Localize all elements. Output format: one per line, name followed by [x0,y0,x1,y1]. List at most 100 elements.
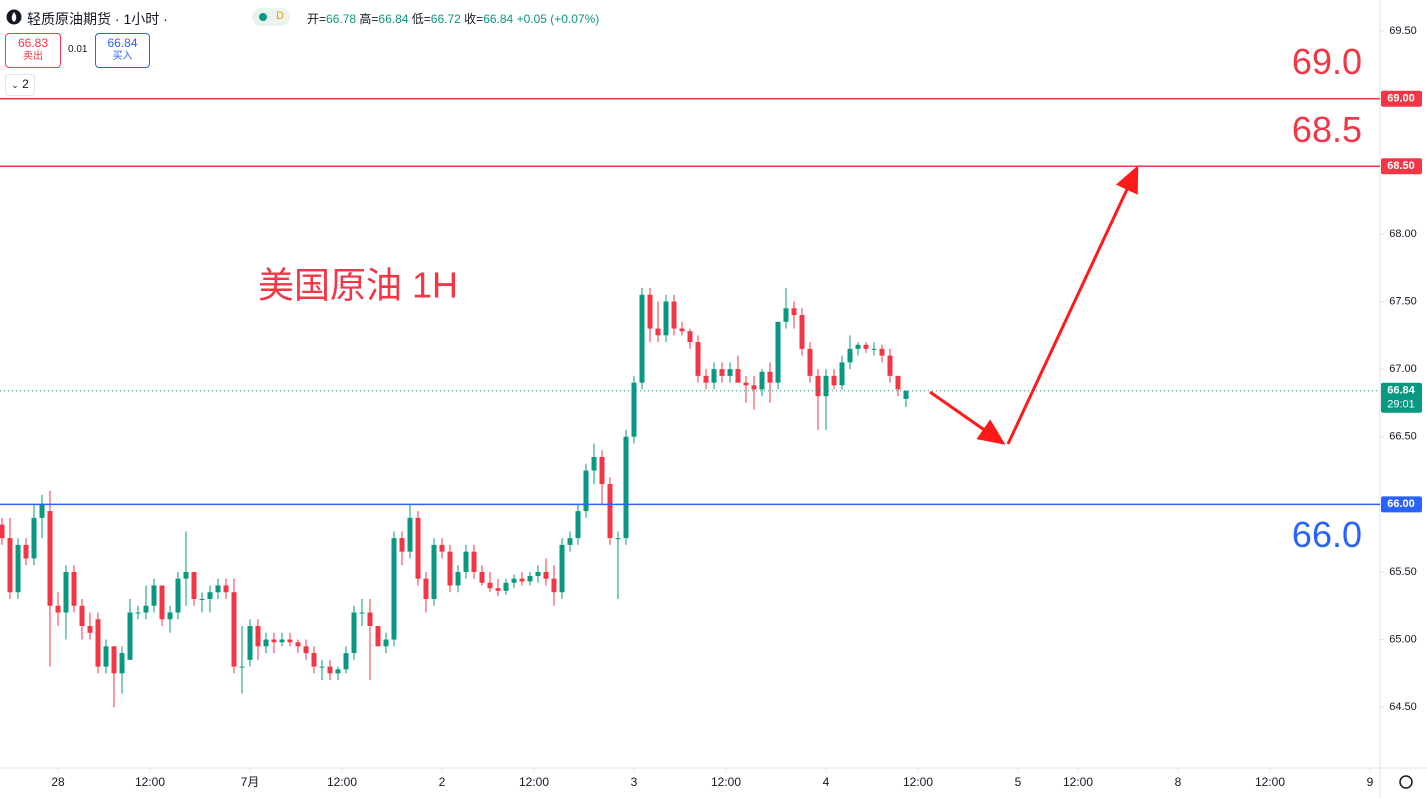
candle-body [495,588,501,591]
label: 低= [411,12,431,26]
candle-body [383,639,389,647]
buy-button[interactable]: 66.84 买入 [95,33,150,68]
y-tick-label: 65.00 [1389,633,1417,645]
candle-body [215,585,221,593]
candle-body [583,470,589,512]
x-tick-label: 7月 [241,775,260,789]
candle-body [439,544,445,552]
x-tick-label: 12:00 [1255,775,1285,789]
candle-body [527,576,533,582]
x-tick-label: 12:00 [135,775,165,789]
candle-body [423,578,429,599]
candle-body [191,571,197,599]
candle-body [463,551,469,572]
candle-body [455,571,461,586]
candle-body [479,571,485,583]
bid: 66.83 [17,36,49,50]
candle-body [271,639,277,643]
value: 66.78 [326,12,357,26]
candle-body [447,551,453,586]
symbol-icon [6,9,22,25]
candle-body [879,348,885,356]
candle-body [55,605,61,613]
candle-body [647,294,653,329]
level-tag-label: 69.00 [1387,93,1415,105]
candle-body [695,342,701,376]
sell-button[interactable]: 66.83 卖出 [5,33,61,68]
candle-body [223,585,229,593]
candle-body [71,571,77,606]
candle-body [727,369,733,376]
candle-body [743,382,749,386]
title: 轻质原油期货 · 1小时 · [27,11,168,27]
candle-body [639,294,645,383]
candle-body [319,666,325,668]
candle-body [415,517,421,579]
candle-body [791,308,797,316]
status-badge: D [252,8,290,26]
spread: 0.01 [68,44,88,55]
candle-body [871,348,877,350]
candle-body [535,571,541,576]
candle-body [47,511,53,606]
y-tick-label: 65.50 [1389,566,1417,578]
layers: 2 [22,77,29,91]
x-tick-label: 2 [439,775,446,789]
candle-body [831,375,837,386]
candle-body [887,355,893,376]
change: +0.05 (+0.07%) [516,12,600,26]
settings-icon[interactable] [1399,775,1413,789]
candle-body [151,585,157,606]
candle-body [367,612,373,627]
candle-body [615,538,621,540]
candle-body [175,578,181,613]
candle-body [287,639,293,643]
candle-body [7,538,13,593]
y-tick-label: 64.50 [1389,701,1417,713]
candle-body [327,666,333,674]
value: 66.84 [378,12,409,26]
candle-body [143,605,149,613]
candle-body [663,301,669,336]
candle-body [655,328,661,336]
last-price-label: 66.84 [1387,385,1415,397]
level-label: 68.5 [1292,109,1362,150]
bid-label: 卖出 [23,51,43,62]
x-tick-label: 12:00 [903,775,933,789]
badge: D [276,10,284,22]
level-tag-label: 68.50 [1387,160,1415,172]
candle-body [543,571,549,579]
candle-body [487,582,493,589]
candle-body [839,362,845,386]
ohlc: 开=66.78 高=66.84 低=66.72 收=66.84 +0.05 (+… [307,10,599,27]
value: 66.72 [430,12,461,26]
y-tick-label: 68.00 [1389,228,1417,240]
candle-body [103,646,109,667]
value: 66.84 [483,12,514,26]
candle-body [39,504,45,518]
ask: 66.84 [107,36,138,50]
candle-body [31,517,37,559]
candle-body [783,308,789,322]
label: 开= [307,12,327,26]
candle-body [263,639,269,647]
candle-body [335,669,341,674]
candle-body [391,538,397,640]
layers-toggle[interactable]: ⌄ 2 [5,74,35,96]
candle-body [295,642,301,647]
candle-body [167,612,173,620]
x-tick-label: 28 [51,775,65,789]
x-tick-label: 9 [1367,775,1374,789]
candle-body [303,646,309,654]
arrow [929,390,1006,445]
y-tick-label: 67.00 [1389,363,1417,375]
candle-body [775,321,781,383]
candle-body [591,457,597,471]
level-tag [1381,158,1422,175]
candle-body [599,457,605,485]
last-price-tag [1381,382,1422,413]
candle-body [823,375,829,397]
candle-body [23,544,29,559]
candle-body [199,598,205,600]
